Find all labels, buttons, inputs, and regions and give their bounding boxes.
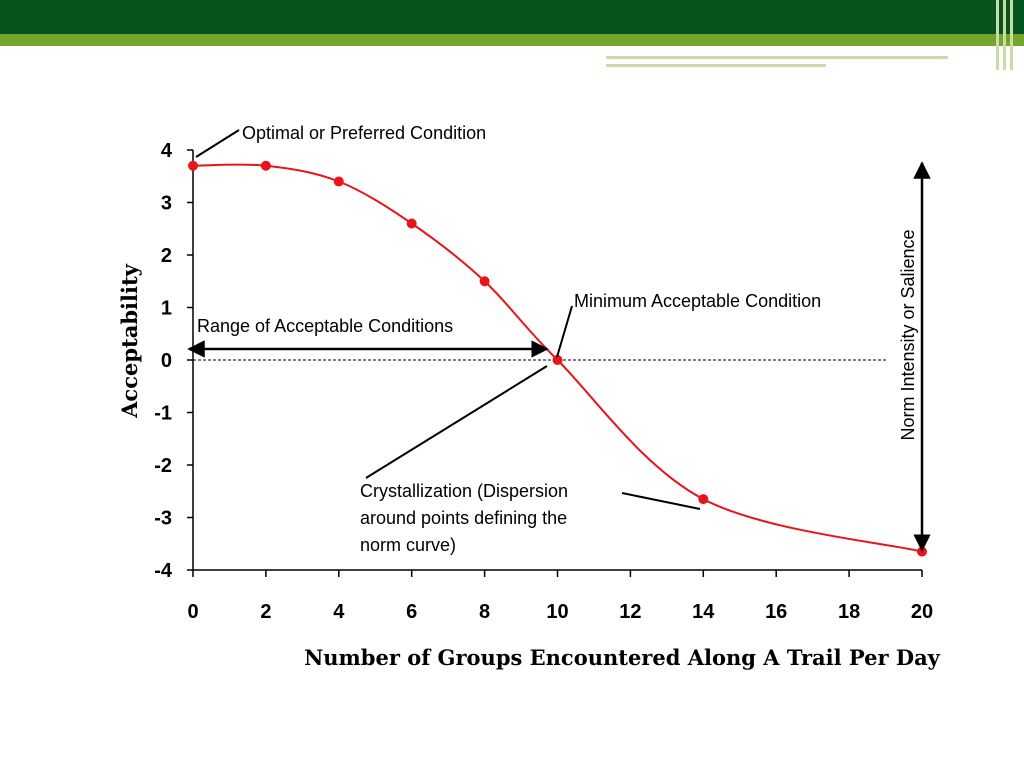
header-band-dark bbox=[0, 0, 1024, 34]
header-band-light bbox=[0, 34, 1024, 46]
x-axis-title: Number of Groups Encountered Along A Tra… bbox=[304, 645, 941, 670]
header-vertical-stripe bbox=[1003, 0, 1006, 70]
y-tick-label: 2 bbox=[161, 245, 172, 267]
data-point bbox=[260, 160, 271, 171]
norm-intensity-label: Norm Intensity or Salience bbox=[898, 229, 918, 440]
data-point bbox=[333, 176, 344, 187]
y-axis-title: Acceptability bbox=[117, 263, 142, 419]
data-point bbox=[406, 218, 417, 229]
data-point bbox=[552, 355, 563, 365]
optimal-leader-line bbox=[195, 129, 240, 158]
y-tick-label: -3 bbox=[154, 508, 172, 530]
crystallization-line-2: around points defining the bbox=[360, 508, 567, 528]
y-tick-label: 3 bbox=[161, 193, 172, 215]
y-tick-label: 4 bbox=[161, 140, 173, 162]
x-tick-label: 14 bbox=[692, 601, 715, 623]
data-point bbox=[188, 160, 198, 171]
x-tick-label: 8 bbox=[479, 601, 490, 623]
crystallization-leader-line bbox=[365, 365, 548, 479]
x-tick-label: 6 bbox=[406, 601, 417, 623]
header-vertical-stripe bbox=[996, 0, 999, 70]
y-tick-label: -2 bbox=[154, 455, 172, 477]
crystallization-label: Crystallization (Dispersion around point… bbox=[360, 481, 573, 555]
x-tick-label: 10 bbox=[546, 601, 568, 623]
minimum-leader-line bbox=[556, 305, 573, 358]
minimum-label: Minimum Acceptable Condition bbox=[574, 291, 821, 311]
optimal-label: Optimal or Preferred Condition bbox=[242, 123, 486, 143]
x-tick-label: 12 bbox=[619, 601, 641, 623]
crystallization-leader-line bbox=[621, 492, 701, 510]
x-tick-label: 0 bbox=[187, 601, 198, 623]
crystallization-line-3: norm curve) bbox=[360, 535, 456, 555]
x-tick-label: 20 bbox=[911, 601, 933, 623]
header-vertical-stripe bbox=[1010, 0, 1013, 70]
y-tick-label: 0 bbox=[161, 350, 172, 372]
y-tick-label: -4 bbox=[154, 560, 173, 582]
header-stripe bbox=[606, 56, 948, 59]
x-tick-label: 4 bbox=[333, 601, 345, 623]
x-tick-label: 16 bbox=[765, 601, 787, 623]
x-tick-label: 18 bbox=[838, 601, 860, 623]
crystallization-line-1: Crystallization (Dispersion bbox=[360, 481, 568, 501]
data-point bbox=[479, 276, 490, 287]
data-point bbox=[698, 494, 709, 505]
range-label: Range of Acceptable Conditions bbox=[197, 316, 453, 336]
y-tick-label: 1 bbox=[161, 298, 172, 320]
y-tick-label: -1 bbox=[154, 403, 172, 425]
x-tick-label: 2 bbox=[260, 601, 271, 623]
header-stripe bbox=[606, 64, 826, 67]
